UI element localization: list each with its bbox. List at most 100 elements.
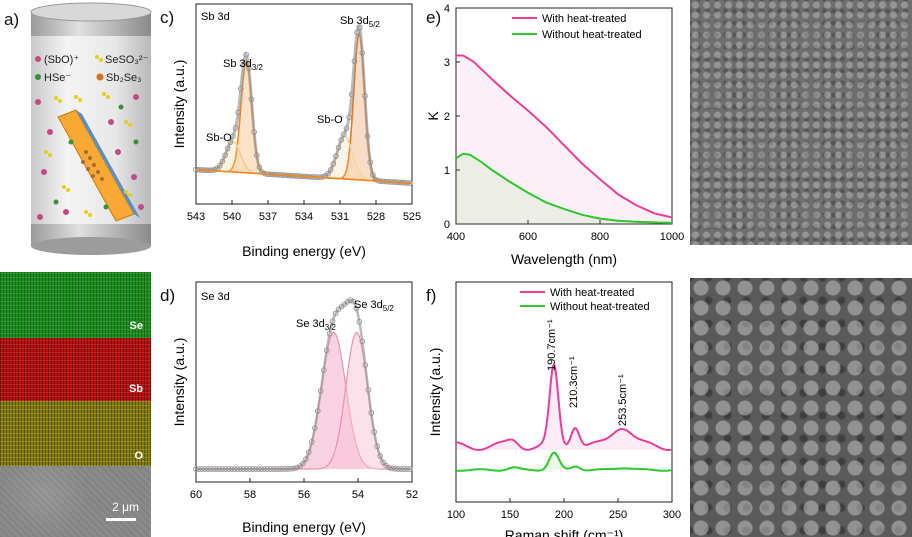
substrate-glass [57,109,140,222]
raw-data-point [407,466,413,472]
raw-data-point [398,466,404,472]
raw-data-point [325,170,331,177]
eds-label-se: Se [129,320,143,332]
legend: With heat-treated Without heat-treated [512,13,642,41]
x-tick-540: 540 [223,211,241,223]
raw-data-point [335,144,342,151]
raw-data-point [255,466,262,472]
eds-label-sb: Sb [128,383,143,395]
annotation-sb3d32: Sb 3d3/2 [223,58,263,72]
raw-data-point [359,338,366,345]
peak-fill-1 [196,332,412,470]
scale-bar [106,518,136,521]
annotation-se3d52: Se 3d5/2 [354,299,394,313]
raw-data-point [219,158,226,165]
raw-data-point [238,85,244,92]
raw-data-point [205,466,211,472]
raw-data-point [330,161,337,167]
legend-with: With heat-treated [542,13,626,25]
peak-fit-1 [196,331,412,470]
raw-data-point [291,465,297,472]
raw-data-point [232,125,239,131]
y-tick-1: 1 [444,165,450,177]
raw-data-point [329,318,336,325]
raw-data-point [401,466,407,472]
raw-data-point [246,466,253,472]
raw-data-point [252,466,259,472]
raw-data-point [338,137,345,143]
legend-sbo: (SbO)⁺ [44,54,79,66]
x-tick-54: 54 [352,489,364,501]
sem-image-bottom [690,278,912,537]
raw-data-point [354,29,360,36]
x-tick-52: 52 [406,489,418,501]
x-tick-1000: 1000 [660,231,684,243]
raw-data-point [351,58,358,64]
panel-label-d: d) [160,286,176,305]
raw-data-point [356,318,363,325]
raw-data-point [350,298,357,305]
panel-label-c: c) [160,8,175,27]
series-line-1 [455,451,673,472]
raw-data-point [370,171,376,178]
raw-data-point [300,460,306,467]
raw-data-point [199,466,205,472]
eds-label-o: O [134,450,143,462]
raw-data-point [364,133,371,140]
raw-data-point [359,50,366,56]
eds-map-o: O [0,401,151,466]
raw-data-point [317,388,324,394]
raw-data-point [246,65,252,72]
raw-data-point [294,464,300,471]
raw-data-point [368,410,375,416]
raw-data-point [222,152,228,159]
raw-data-point [243,51,249,58]
annotation-peak-253: 253.5cm⁻¹ [617,374,629,426]
raw-data-point [383,462,389,469]
raw-data-point [377,453,383,459]
raw-data-point [320,367,327,373]
x-tick-600: 600 [519,231,537,243]
raw-data-point [240,61,247,68]
raw-data-point [248,96,255,103]
y-axis-label: Intensity (a.u.) [171,60,187,149]
sbo-ions [35,94,144,220]
raw-data-point [208,466,214,472]
chart-raman: Intensity (a.u.) Raman shift (cm⁻¹) 100 1… [427,281,681,537]
raw-data-point [235,109,242,116]
raw-data-point [196,466,202,472]
raw-data-point [273,466,279,472]
raw-data-point [249,466,256,472]
raw-data-point [332,310,339,317]
annotation-sbo-1: Sb-O [206,132,232,144]
raw-data-point [237,466,244,472]
raw-data-point [193,466,199,472]
raw-data-point [279,466,285,472]
raw-data-point [276,466,282,472]
annotation-sbo-2: Sb-O [317,114,343,126]
raw-data-point [303,456,309,462]
annotation-peak-210: 210.3cm⁻¹ [568,356,580,408]
y-tick-0: 0 [444,219,450,231]
peak-fill-2 [196,33,412,184]
raw-data-point [230,133,236,140]
raw-data-point [211,166,218,173]
raw-data-point [258,466,265,472]
x-tick-150: 150 [501,509,519,521]
x-axis-label: Wavelength (nm) [511,251,617,267]
panel-label-a: a) [4,10,20,29]
x-tick-543: 543 [187,211,205,223]
annotation-peak-190: 190.7cm⁻¹ [546,319,558,371]
raw-data-point [312,425,318,431]
raw-data-point [374,443,380,450]
raw-data-point [227,139,234,145]
raw-data-point [380,459,386,466]
inset-title: Se 3d [201,291,230,303]
y-axis-label: K [425,111,441,121]
legend-sb2se3: Sb₂Se₃ [106,72,142,84]
raw-data-point [323,347,330,354]
raw-data-point [253,152,260,159]
hse-ions [53,104,139,210]
x-tick-800: 800 [591,231,609,243]
raw-data-point [362,362,369,368]
